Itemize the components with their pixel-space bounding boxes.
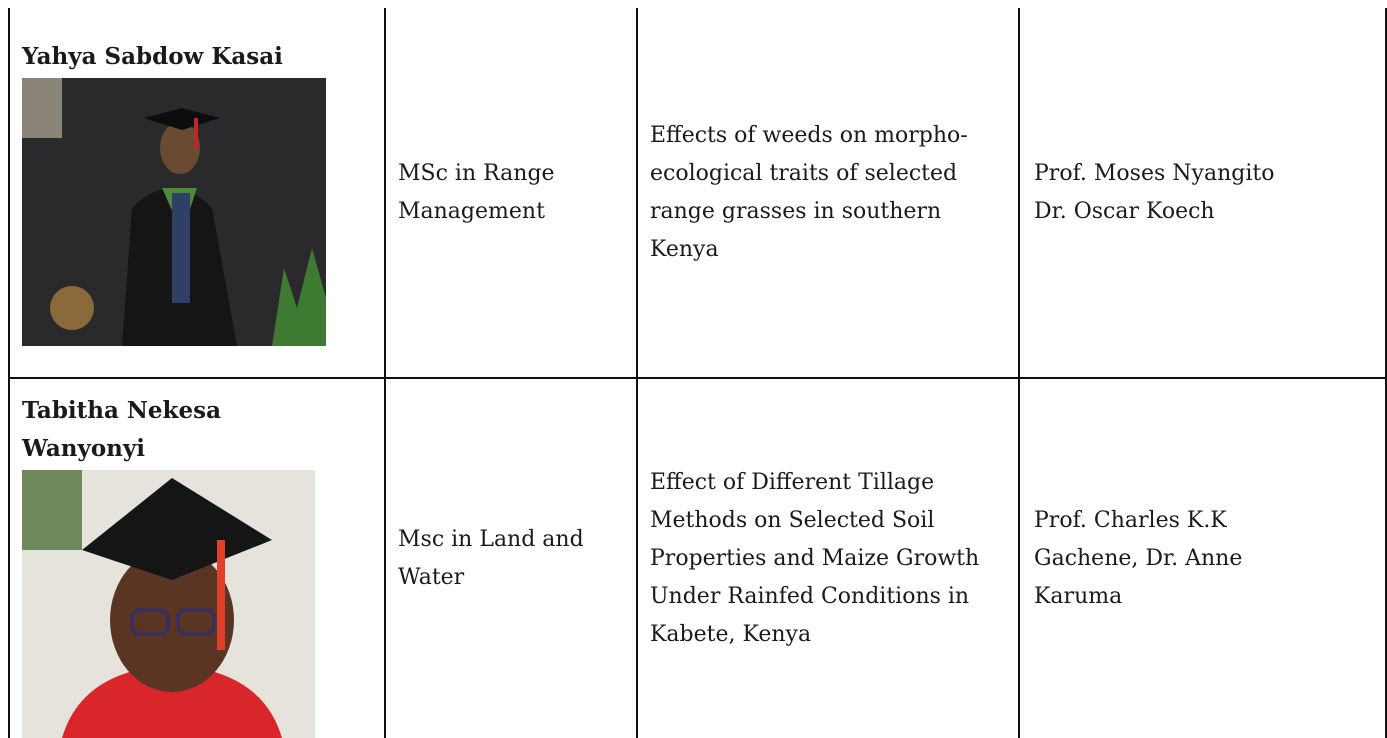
- thesis-title: Effect of Different Tillage Methods on S…: [650, 379, 1002, 738]
- supervisors: Prof. Moses Nyangito Dr. Oscar Koech: [1034, 8, 1374, 377]
- student-name: Tabitha Nekesa Wanyonyi: [22, 392, 282, 468]
- program: MSc in Range Management: [398, 8, 628, 377]
- border: [384, 8, 386, 738]
- supervisors: Prof. Charles K.K Gachene, Dr. Anne Karu…: [1034, 379, 1334, 738]
- student-photo: [22, 78, 326, 346]
- border: [636, 8, 638, 738]
- student-name: Yahya Sabdow Kasai: [22, 38, 322, 76]
- supervisor: Prof. Charles K.K Gachene, Dr. Anne Karu…: [1034, 502, 1334, 616]
- supervisor: Dr. Oscar Koech: [1034, 193, 1374, 231]
- page: Yahya Sabdow Kasai MSc in Range Manageme…: [0, 0, 1387, 738]
- border: [8, 8, 10, 738]
- supervisor: Prof. Moses Nyangito: [1034, 155, 1374, 193]
- thesis-title: Effects of weeds on morpho-ecological tr…: [650, 8, 1002, 377]
- student-photo: [22, 470, 315, 738]
- border: [1018, 8, 1020, 738]
- program: Msc in Land and Water: [398, 379, 628, 738]
